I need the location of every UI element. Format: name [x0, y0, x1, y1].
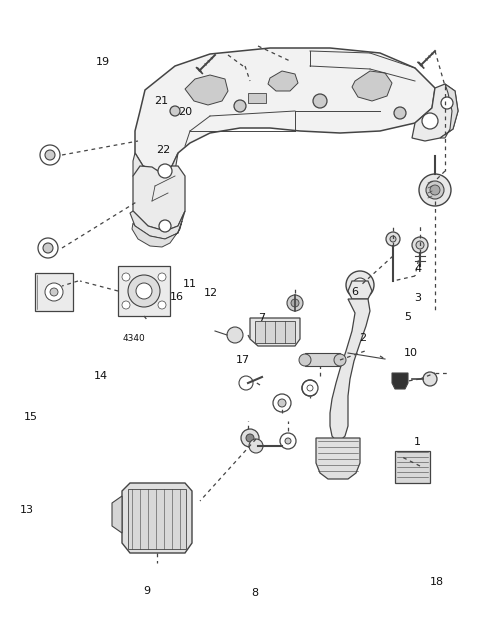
Polygon shape — [392, 373, 408, 389]
Circle shape — [287, 295, 303, 311]
Circle shape — [426, 181, 444, 199]
Bar — [255, 321, 295, 343]
Text: 21: 21 — [154, 96, 168, 106]
Circle shape — [128, 275, 160, 307]
Circle shape — [249, 439, 263, 453]
Circle shape — [234, 100, 246, 112]
Circle shape — [227, 327, 243, 343]
Polygon shape — [133, 153, 178, 193]
Bar — [35, 273, 73, 311]
Circle shape — [299, 354, 311, 366]
Polygon shape — [185, 75, 228, 105]
Circle shape — [419, 174, 451, 206]
Text: 11: 11 — [182, 279, 197, 289]
Circle shape — [158, 164, 172, 178]
Circle shape — [280, 433, 296, 449]
Text: 6: 6 — [352, 287, 359, 297]
Circle shape — [38, 238, 58, 258]
Circle shape — [422, 113, 438, 129]
Circle shape — [246, 434, 254, 442]
Circle shape — [346, 271, 374, 299]
Text: 22: 22 — [156, 145, 170, 155]
Polygon shape — [305, 353, 340, 366]
Text: 9: 9 — [143, 586, 150, 596]
Polygon shape — [132, 221, 182, 247]
Polygon shape — [122, 483, 192, 553]
Polygon shape — [352, 71, 392, 101]
Circle shape — [441, 97, 453, 109]
Text: 14: 14 — [94, 371, 108, 381]
Text: 13: 13 — [19, 505, 34, 515]
Polygon shape — [250, 318, 300, 346]
Text: 3: 3 — [414, 293, 421, 303]
Text: 8: 8 — [251, 588, 258, 598]
Text: 2: 2 — [359, 333, 366, 343]
Circle shape — [136, 283, 152, 299]
Circle shape — [50, 288, 58, 296]
Circle shape — [158, 273, 166, 281]
Text: 15: 15 — [24, 412, 38, 422]
Polygon shape — [412, 84, 458, 141]
Text: 18: 18 — [430, 578, 444, 587]
Text: 10: 10 — [403, 348, 418, 358]
Circle shape — [40, 145, 60, 165]
Circle shape — [241, 429, 259, 447]
Text: 4340: 4340 — [123, 334, 146, 343]
Text: 7: 7 — [258, 313, 265, 323]
Circle shape — [291, 299, 299, 307]
Circle shape — [390, 236, 396, 242]
Bar — [128, 489, 186, 549]
Polygon shape — [112, 496, 122, 533]
Polygon shape — [316, 438, 360, 479]
Circle shape — [285, 438, 291, 444]
Circle shape — [170, 106, 180, 116]
Circle shape — [412, 237, 428, 253]
Circle shape — [239, 376, 253, 390]
Circle shape — [307, 385, 313, 391]
Bar — [248, 93, 266, 103]
Circle shape — [278, 399, 286, 407]
Circle shape — [334, 354, 346, 366]
Circle shape — [43, 243, 53, 253]
Polygon shape — [395, 451, 430, 483]
Circle shape — [430, 185, 440, 195]
Circle shape — [423, 372, 437, 386]
Text: 12: 12 — [204, 288, 218, 298]
Text: 20: 20 — [178, 107, 192, 117]
Polygon shape — [133, 166, 185, 231]
Circle shape — [273, 394, 291, 412]
Circle shape — [394, 107, 406, 119]
Circle shape — [45, 150, 55, 160]
Circle shape — [159, 220, 171, 232]
Bar — [118, 266, 170, 316]
Text: 1: 1 — [414, 437, 421, 447]
Circle shape — [45, 283, 63, 301]
Polygon shape — [440, 84, 458, 138]
Circle shape — [386, 232, 400, 246]
Text: 5: 5 — [405, 312, 411, 322]
Circle shape — [313, 94, 327, 108]
Text: 19: 19 — [96, 57, 110, 67]
Text: 16: 16 — [169, 292, 184, 302]
Circle shape — [416, 241, 424, 249]
Polygon shape — [130, 211, 185, 239]
Circle shape — [158, 301, 166, 309]
Circle shape — [122, 301, 130, 309]
Text: 17: 17 — [235, 355, 250, 365]
Circle shape — [122, 273, 130, 281]
Polygon shape — [348, 281, 372, 299]
Polygon shape — [268, 71, 298, 91]
Polygon shape — [135, 48, 435, 171]
Circle shape — [302, 380, 318, 396]
Text: 4: 4 — [414, 264, 421, 274]
Circle shape — [353, 278, 367, 292]
Polygon shape — [330, 299, 370, 441]
